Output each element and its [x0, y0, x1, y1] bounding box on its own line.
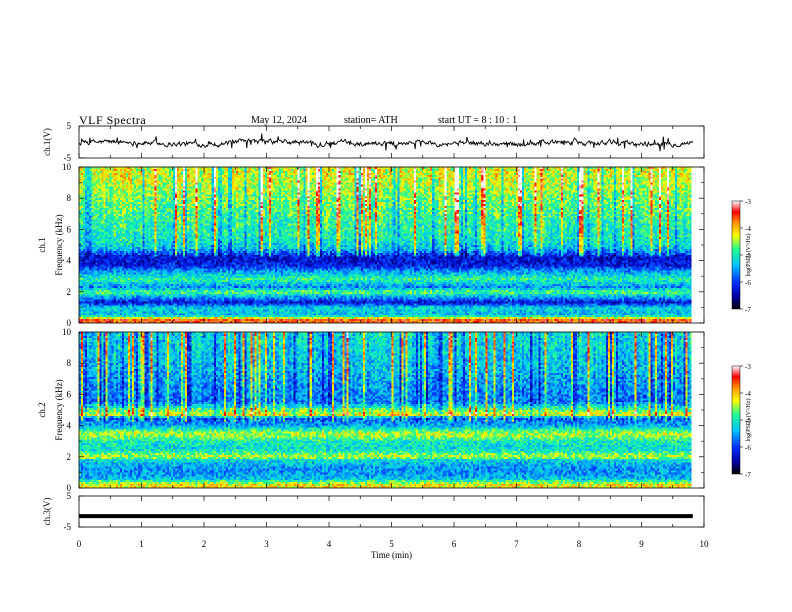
- ch1-spectrogram-ylabel: ch.1: [37, 237, 47, 252]
- ch1-spectrogram-colorbar-tick-label: -4: [745, 225, 751, 233]
- ch1-spectrogram-colorbar: [731, 200, 741, 310]
- ch3-waveform-ytick-label: -5: [64, 522, 72, 532]
- ch1-spectrogram-colorbar-tick-label: -6: [745, 279, 751, 287]
- ch1-spectrogram-colorbar-tick-label: -3: [745, 198, 751, 206]
- ch1-spectrogram-ytick-label: 4: [67, 256, 72, 266]
- ch1-waveform-ylabel: ch.1(V): [42, 128, 52, 156]
- ch2-spectrogram-ytick-label: 0: [67, 483, 72, 493]
- x-axis-label: Time (min): [371, 550, 412, 560]
- plot-title: VLF Spectra: [79, 113, 147, 127]
- ch2-spectrogram-ytick-label: 8: [67, 358, 72, 368]
- ch2-spectrogram-ylabel: ch.2: [37, 402, 47, 417]
- ch1-waveform-trace: [78, 133, 694, 152]
- ch2-spectrogram-ytick-label: 4: [67, 421, 72, 431]
- ch2-spectrogram-colorbar-label: log(PSD) (V²/Hz): [745, 399, 752, 442]
- ch1-spectrogram-ytick-label: 10: [62, 162, 72, 172]
- ch2-spectrogram-ytick-label: 2: [67, 452, 72, 462]
- x-tick-label: 10: [700, 539, 710, 549]
- ch2-spectrogram-colorbar-tick-label: -3: [745, 363, 751, 371]
- x-tick-label: 6: [452, 539, 457, 549]
- x-tick-label: 2: [202, 539, 207, 549]
- ch2-spectrogram-colorbar-tick-label: -6: [745, 444, 751, 452]
- ch1-spectrogram-ytick-label: 2: [67, 287, 72, 297]
- x-tick-label: 5: [389, 539, 394, 549]
- x-tick-label: 1: [139, 539, 144, 549]
- x-tick-label: 4: [327, 539, 332, 549]
- ch3-waveform-ytick-label: 5: [67, 491, 72, 501]
- ch1-spectrogram-ytick-label: 0: [67, 318, 72, 328]
- ch1-spectrogram-colorbar-tick-label: -7: [745, 306, 751, 314]
- ch1-spectrogram-ytick-label: 8: [67, 193, 72, 203]
- ch1-spectrogram-ylabel: Frequency (kHz): [54, 214, 64, 275]
- ch1-spectrogram-colorbar-tick-label: -5: [745, 252, 751, 260]
- date-label: May 12, 2024: [251, 115, 307, 126]
- ch2-spectrogram-colorbar-tick-label: -5: [745, 417, 751, 425]
- ch2-spectrogram-image: [79, 332, 692, 488]
- ch2-spectrogram-ytick-label: 10: [62, 327, 72, 337]
- x-tick-label: 8: [577, 539, 582, 549]
- ch1-spectrogram-ytick-label: 6: [67, 224, 72, 234]
- x-tick-label: 0: [77, 539, 82, 549]
- ch2-spectrogram-ytick-label: 6: [67, 389, 72, 399]
- ch1-waveform-ytick-label: 5: [67, 121, 72, 131]
- x-tick-label: 3: [264, 539, 269, 549]
- ch2-spectrogram-ylabel: Frequency (kHz): [54, 379, 64, 440]
- ch1-spectrogram-image: [79, 167, 692, 323]
- start-time-label: start UT = 8 : 10 : 1: [438, 115, 518, 126]
- ch2-spectrogram-colorbar-tick-label: -7: [745, 471, 751, 479]
- ch2-spectrogram-colorbar-tick-label: -4: [745, 390, 751, 398]
- station-label: station= ATH: [344, 115, 398, 126]
- x-tick-label: 7: [514, 539, 519, 549]
- ch1-waveform-ytick-label: -5: [64, 153, 72, 163]
- ch1-spectrogram-colorbar-label: log(PSD) (V²/Hz): [745, 234, 752, 277]
- ch2-spectrogram-colorbar: [731, 365, 741, 475]
- ch3-waveform-ylabel: ch.3(V): [42, 498, 52, 526]
- x-tick-label: 9: [639, 539, 644, 549]
